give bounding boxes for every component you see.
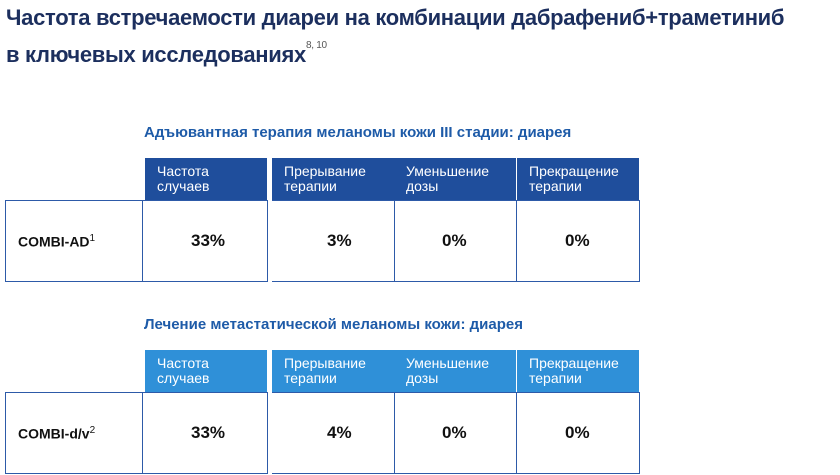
table-cell: 0%	[517, 200, 640, 282]
table-cell: 3%	[272, 200, 395, 282]
row-label: COMBI-d/v2	[5, 392, 143, 474]
column-header: Прекращение терапии	[517, 350, 639, 392]
table-cell: 0%	[517, 392, 640, 474]
column-header: Прерывание терапии	[272, 350, 394, 392]
table-cell: 0%	[394, 200, 517, 282]
table-cell: 33%	[143, 392, 268, 474]
row-label: COMBI-AD1	[5, 200, 143, 282]
table-caption: Адъювантная терапия меланомы кожи III ст…	[144, 124, 572, 141]
table-cell: 4%	[272, 392, 395, 474]
column-header: Прекращение терапии	[517, 158, 639, 200]
title-text: в ключевых исследованиях	[6, 42, 306, 67]
title-line: в ключевых исследованиях8, 10	[6, 32, 784, 69]
table-cell: 33%	[143, 200, 268, 282]
column-header: Частота случаев	[145, 350, 267, 392]
row-label-text: COMBI-d/v	[18, 425, 90, 442]
column-header: Частота случаев	[145, 158, 267, 200]
row-ref: 2	[89, 425, 96, 436]
cell-value: 33%	[191, 231, 226, 250]
cell-value: 33%	[191, 423, 226, 442]
title: Частота встречаемости диареи на комбинац…	[6, 4, 785, 69]
column-header: Уменьшение дозы	[394, 350, 516, 392]
column-header: Уменьшение дозы	[394, 158, 516, 200]
row-label-text: COMBI-AD	[18, 233, 90, 250]
cell-value: 0%	[565, 231, 590, 250]
title-line: Частота встречаемости диареи на комбинац…	[6, 5, 785, 30]
table-cell: 0%	[394, 392, 517, 474]
column-header: Прерывание терапии	[272, 158, 394, 200]
cell-value: 0%	[565, 423, 590, 442]
row-ref: 1	[89, 233, 96, 244]
table-caption: Лечение метастатической меланомы кожи: д…	[144, 316, 523, 333]
cell-value: 0%	[442, 423, 467, 442]
cell-value: 0%	[442, 231, 467, 250]
cell-value: 4%	[327, 423, 352, 442]
title-refs: 8, 10	[305, 40, 327, 51]
cell-value: 3%	[327, 231, 352, 250]
